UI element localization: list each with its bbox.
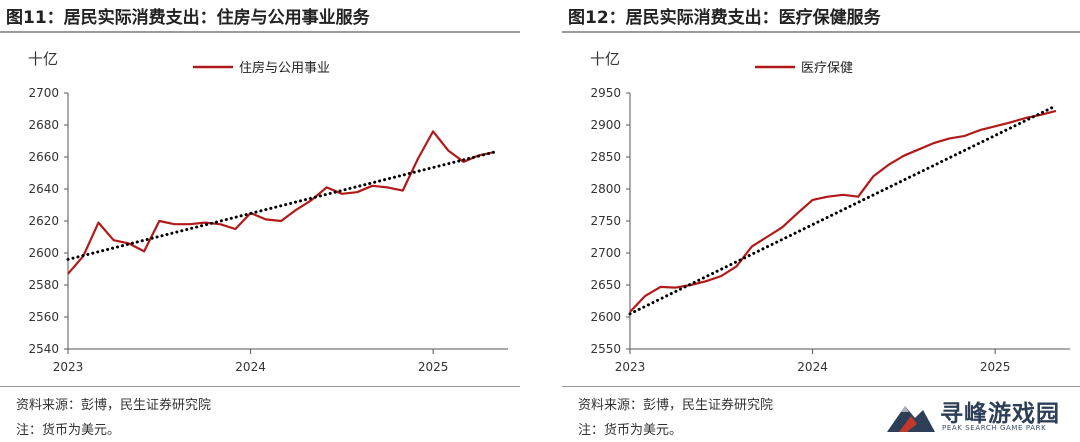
footer-divider <box>0 386 520 387</box>
series-line <box>67 130 495 275</box>
y-tick-label: 2800 <box>590 182 621 196</box>
y-tick-label: 2620 <box>28 214 59 228</box>
line-chart-housing-utilities: 十亿 2540 2560 2580 2600 2620 2640 2660 2680 2700 20… <box>28 50 508 374</box>
y-tick-label: 2640 <box>28 182 59 196</box>
y-tick-label: 2580 <box>28 278 59 292</box>
watermark-subtitle: PEAK SEARCH GAME PARK <box>942 424 1047 432</box>
watermark-title: 寻峰游戏园 <box>940 401 1060 427</box>
y-tick-label: 2650 <box>590 278 621 292</box>
x-tick-label: 2025 <box>980 360 1011 374</box>
source-note: 资料来源：彭博，民生证券研究院 <box>16 398 212 413</box>
watermark: 寻峰游戏园 PEAK SEARCH GAME PARK <box>885 394 1075 438</box>
y-tick-label: 2950 <box>590 86 621 100</box>
trend-line <box>66 150 496 261</box>
y-tick-label: 2600 <box>590 310 621 324</box>
y-tick-label: 2700 <box>28 86 59 100</box>
legend-label: 住房与公用事业 <box>239 60 330 76</box>
currency-note-left: 注：货币为美元。 <box>16 423 121 438</box>
currency-note: 注：货币为美元。 <box>578 423 683 438</box>
x-tick-label: 2023 <box>53 360 84 374</box>
y-tick-label: 2900 <box>590 118 621 132</box>
title-divider <box>562 31 1080 33</box>
chart-panel-right: 图12：居民实际消费支出：医疗保健服务 十亿 2550 2600 2650 2700 27… <box>562 0 1080 442</box>
footer-divider <box>562 386 1080 387</box>
x-tick-label: 2024 <box>235 360 266 374</box>
chart-title: 图12：居民实际消费支出：医疗保健服务 <box>568 8 881 28</box>
x-tick-label: 2023 <box>615 360 646 374</box>
chart-panel-left: 图11：居民实际消费支出：住房与公用事业服务 十亿 2540 2560 2580 260… <box>0 0 530 442</box>
y-unit-label: 十亿 <box>28 50 58 68</box>
source-note: 资料来源：彭博，民生证券研究院 <box>578 398 774 413</box>
y-tick-label: 2540 <box>28 342 59 356</box>
y-tick-label: 2600 <box>28 246 59 260</box>
y-tick-label: 2550 <box>590 342 621 356</box>
y-tick-label: 2660 <box>28 150 59 164</box>
x-tick-label: 2025 <box>418 360 449 374</box>
y-tick-label: 2850 <box>590 150 621 164</box>
series-line <box>629 109 1057 313</box>
y-unit-label: 十亿 <box>590 50 620 68</box>
legend-label: 医疗保健 <box>801 61 853 76</box>
y-tick-label: 2680 <box>28 118 59 132</box>
y-tick-label: 2700 <box>590 246 621 260</box>
y-tick-label: 2560 <box>28 310 59 324</box>
title-divider <box>0 31 520 33</box>
mountain-logo-icon <box>887 406 935 432</box>
chart-title: 图11：居民实际消费支出：住房与公用事业服务 <box>6 8 370 28</box>
trend-line <box>628 104 1058 316</box>
x-tick-label: 2024 <box>797 360 828 374</box>
y-tick-label: 2750 <box>590 214 621 228</box>
line-chart-healthcare: 十亿 2550 2600 2650 2700 2750 2800 2850 2900 2950 20… <box>590 50 1070 374</box>
